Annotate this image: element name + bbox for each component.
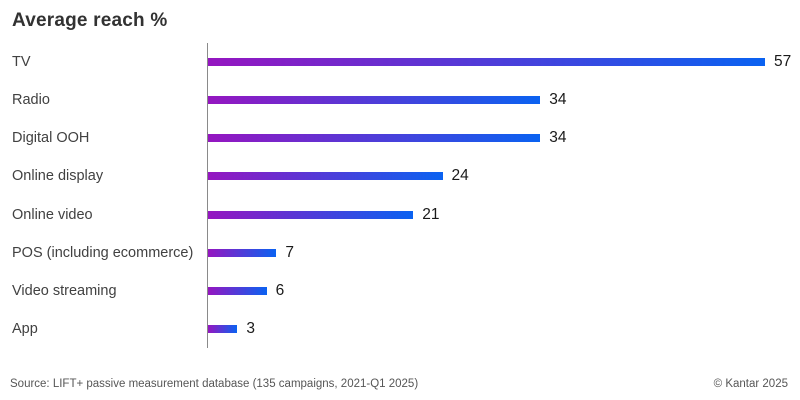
category-label: Video streaming: [12, 282, 117, 299]
chart-row: Video streaming 6: [0, 272, 800, 310]
chart-row: POS (including ecommerce) 7: [0, 234, 800, 272]
value-label: 3: [246, 319, 255, 337]
copyright-note: © Kantar 2025: [713, 378, 788, 390]
value-label: 24: [451, 167, 469, 185]
category-label: Online display: [12, 168, 104, 185]
bar: [208, 248, 277, 257]
value-label: 57: [774, 53, 792, 71]
value-label: 34: [549, 129, 567, 147]
bar: [208, 172, 443, 181]
bar: [208, 58, 765, 67]
bar: [208, 210, 414, 219]
value-label: 7: [285, 243, 295, 261]
chart-row: Online display 24: [0, 157, 800, 195]
chart-row: Radio 34: [0, 81, 800, 119]
bar: [208, 134, 541, 143]
category-label: POS (including ecommerce): [12, 244, 194, 261]
source-note: Source: LIFT+ passive measurement databa…: [10, 378, 419, 390]
y-axis-line: [207, 43, 208, 348]
page-title: Average reach %: [12, 10, 168, 31]
category-label: Radio: [12, 92, 50, 109]
bar: [208, 286, 267, 295]
chart-row: TV 57: [0, 43, 800, 81]
category-label: TV: [12, 54, 31, 71]
chart-row: Online video 21: [0, 196, 800, 234]
bar-chart: TV 57 Radio 34 Digital OOH 34 Online display 24…: [0, 43, 800, 348]
bar: [208, 324, 238, 333]
value-label: 21: [422, 205, 440, 223]
chart-row: App 3: [0, 310, 800, 348]
value-label: 6: [275, 281, 285, 299]
chart-row: Digital OOH 34: [0, 119, 800, 157]
chart-rows: TV 57 Radio 34 Digital OOH 34 Online display 24…: [0, 43, 800, 348]
category-label: Online video: [12, 206, 93, 223]
value-label: 34: [549, 91, 567, 109]
bar: [208, 96, 541, 105]
category-label: App: [12, 320, 38, 337]
category-label: Digital OOH: [12, 130, 90, 147]
